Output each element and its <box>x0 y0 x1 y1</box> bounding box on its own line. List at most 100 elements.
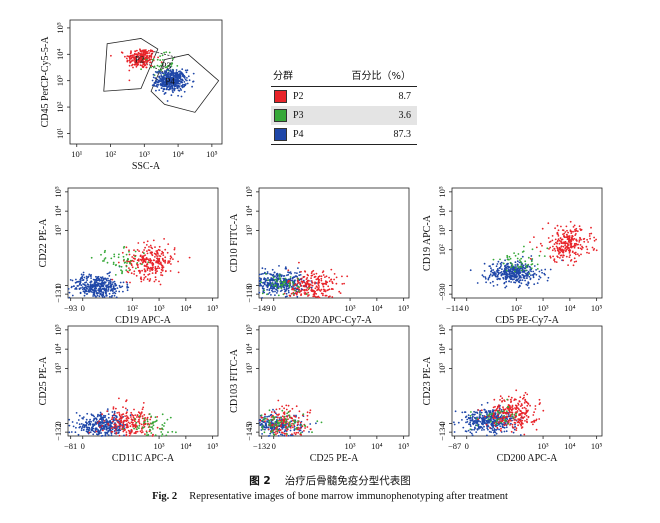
plot-frame <box>67 187 219 299</box>
point-p2 <box>169 270 172 272</box>
point-p4 <box>514 264 517 266</box>
point-p2 <box>325 281 327 284</box>
point-p4 <box>502 276 504 279</box>
point-p3 <box>500 421 503 424</box>
point-p4 <box>98 422 100 425</box>
point-p4 <box>100 284 102 286</box>
point-p2 <box>149 270 151 272</box>
point-p4 <box>500 264 503 266</box>
point-p4 <box>95 280 98 282</box>
point-p3 <box>163 51 166 54</box>
point-p2 <box>556 232 559 234</box>
point-p2 <box>570 230 573 233</box>
point-p2 <box>144 246 147 249</box>
point-p4 <box>479 420 482 423</box>
point-p4 <box>474 413 476 416</box>
point-p3 <box>123 258 125 261</box>
point-p4 <box>491 271 494 274</box>
x-tick-label: 0 <box>465 441 469 451</box>
point-p4 <box>87 423 90 426</box>
point-p4 <box>508 271 511 274</box>
point-p3 <box>106 261 109 264</box>
point-p3 <box>104 249 106 252</box>
point-p4 <box>490 270 492 273</box>
point-p2 <box>133 52 136 55</box>
point-p3 <box>135 267 137 270</box>
point-p2 <box>305 288 307 291</box>
point-p3 <box>524 269 527 272</box>
point-p2 <box>306 411 309 414</box>
point-p2 <box>139 262 142 265</box>
point-p4 <box>169 66 172 69</box>
point-p2 <box>519 396 522 399</box>
point-p2 <box>143 273 146 276</box>
point-p4 <box>262 272 264 275</box>
point-p4 <box>75 278 77 281</box>
point-p2 <box>106 410 109 413</box>
point-p3 <box>103 258 106 260</box>
point-p3 <box>274 421 277 424</box>
point-p3 <box>270 431 272 434</box>
point-p4 <box>474 427 476 430</box>
point-p2 <box>498 404 500 407</box>
point-p4 <box>192 80 194 83</box>
point-p2 <box>134 50 137 53</box>
point-p4 <box>296 295 299 298</box>
point-p2 <box>142 66 144 69</box>
x-axis-label: CD20 APC-Cy7-A <box>296 315 373 326</box>
point-p2 <box>568 252 571 254</box>
point-p4 <box>516 260 519 263</box>
point-p4 <box>469 425 472 427</box>
point-p4 <box>71 421 74 423</box>
point-p4 <box>260 284 263 287</box>
point-p4 <box>168 83 171 85</box>
point-p4 <box>92 425 95 428</box>
point-p2 <box>155 254 158 256</box>
point-p4 <box>176 80 178 83</box>
point-p4 <box>151 84 154 87</box>
point-p4 <box>529 277 532 280</box>
point-p2 <box>324 294 327 297</box>
point-p2 <box>146 416 149 419</box>
y-tick-label: 10⁴ <box>53 343 63 355</box>
point-p4 <box>86 428 89 431</box>
point-p2 <box>164 261 167 264</box>
point-p4 <box>501 423 504 426</box>
point-p4 <box>80 429 83 432</box>
point-p4 <box>107 288 110 291</box>
point-p4 <box>159 72 162 74</box>
legend-header-group: 分群 <box>273 71 293 82</box>
y-tick-label: 10⁵ <box>244 186 254 198</box>
point-p2 <box>533 236 535 239</box>
point-p2 <box>503 424 506 427</box>
point-p4 <box>277 278 280 281</box>
point-p4 <box>522 274 525 277</box>
point-p4 <box>489 265 491 267</box>
point-p4 <box>492 285 495 287</box>
point-p2 <box>513 399 516 401</box>
point-p4 <box>532 275 535 277</box>
x-tick-label: 0 <box>81 441 85 451</box>
gate-label-p4: P4 <box>165 77 175 87</box>
point-p4 <box>502 270 505 273</box>
point-p4 <box>91 428 93 430</box>
point-p2 <box>164 260 167 262</box>
point-p2 <box>589 237 591 240</box>
point-p3 <box>161 54 164 57</box>
point-p2 <box>128 434 131 437</box>
point-p2 <box>125 281 128 283</box>
point-p4 <box>110 422 112 425</box>
point-p2 <box>564 240 567 243</box>
point-p4 <box>287 291 290 294</box>
point-p4 <box>494 412 497 414</box>
x-tick-label: −149 <box>253 303 271 313</box>
point-p4 <box>77 281 79 283</box>
point-p3 <box>289 421 291 423</box>
point-p4 <box>113 291 116 294</box>
point-p4 <box>101 285 104 288</box>
point-p2 <box>281 405 283 408</box>
gate-p4 <box>150 53 220 113</box>
point-p4 <box>156 71 159 74</box>
y-tick-label: 0 <box>53 421 63 425</box>
point-p3 <box>289 416 291 418</box>
